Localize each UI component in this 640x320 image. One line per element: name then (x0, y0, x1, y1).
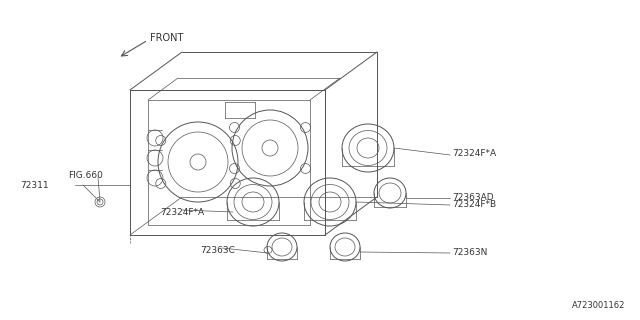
Text: 72311: 72311 (20, 180, 49, 189)
Text: FRONT: FRONT (150, 33, 184, 43)
Text: 72363AD: 72363AD (452, 193, 493, 202)
Text: 72324F*A: 72324F*A (160, 207, 204, 217)
Text: 72363C: 72363C (200, 245, 235, 254)
Text: 72363N: 72363N (452, 247, 488, 257)
Text: 72324F*B: 72324F*B (452, 199, 496, 209)
Text: 72324F*A: 72324F*A (452, 148, 496, 157)
Text: A723001162: A723001162 (572, 301, 625, 310)
Text: FIG.660: FIG.660 (68, 171, 103, 180)
